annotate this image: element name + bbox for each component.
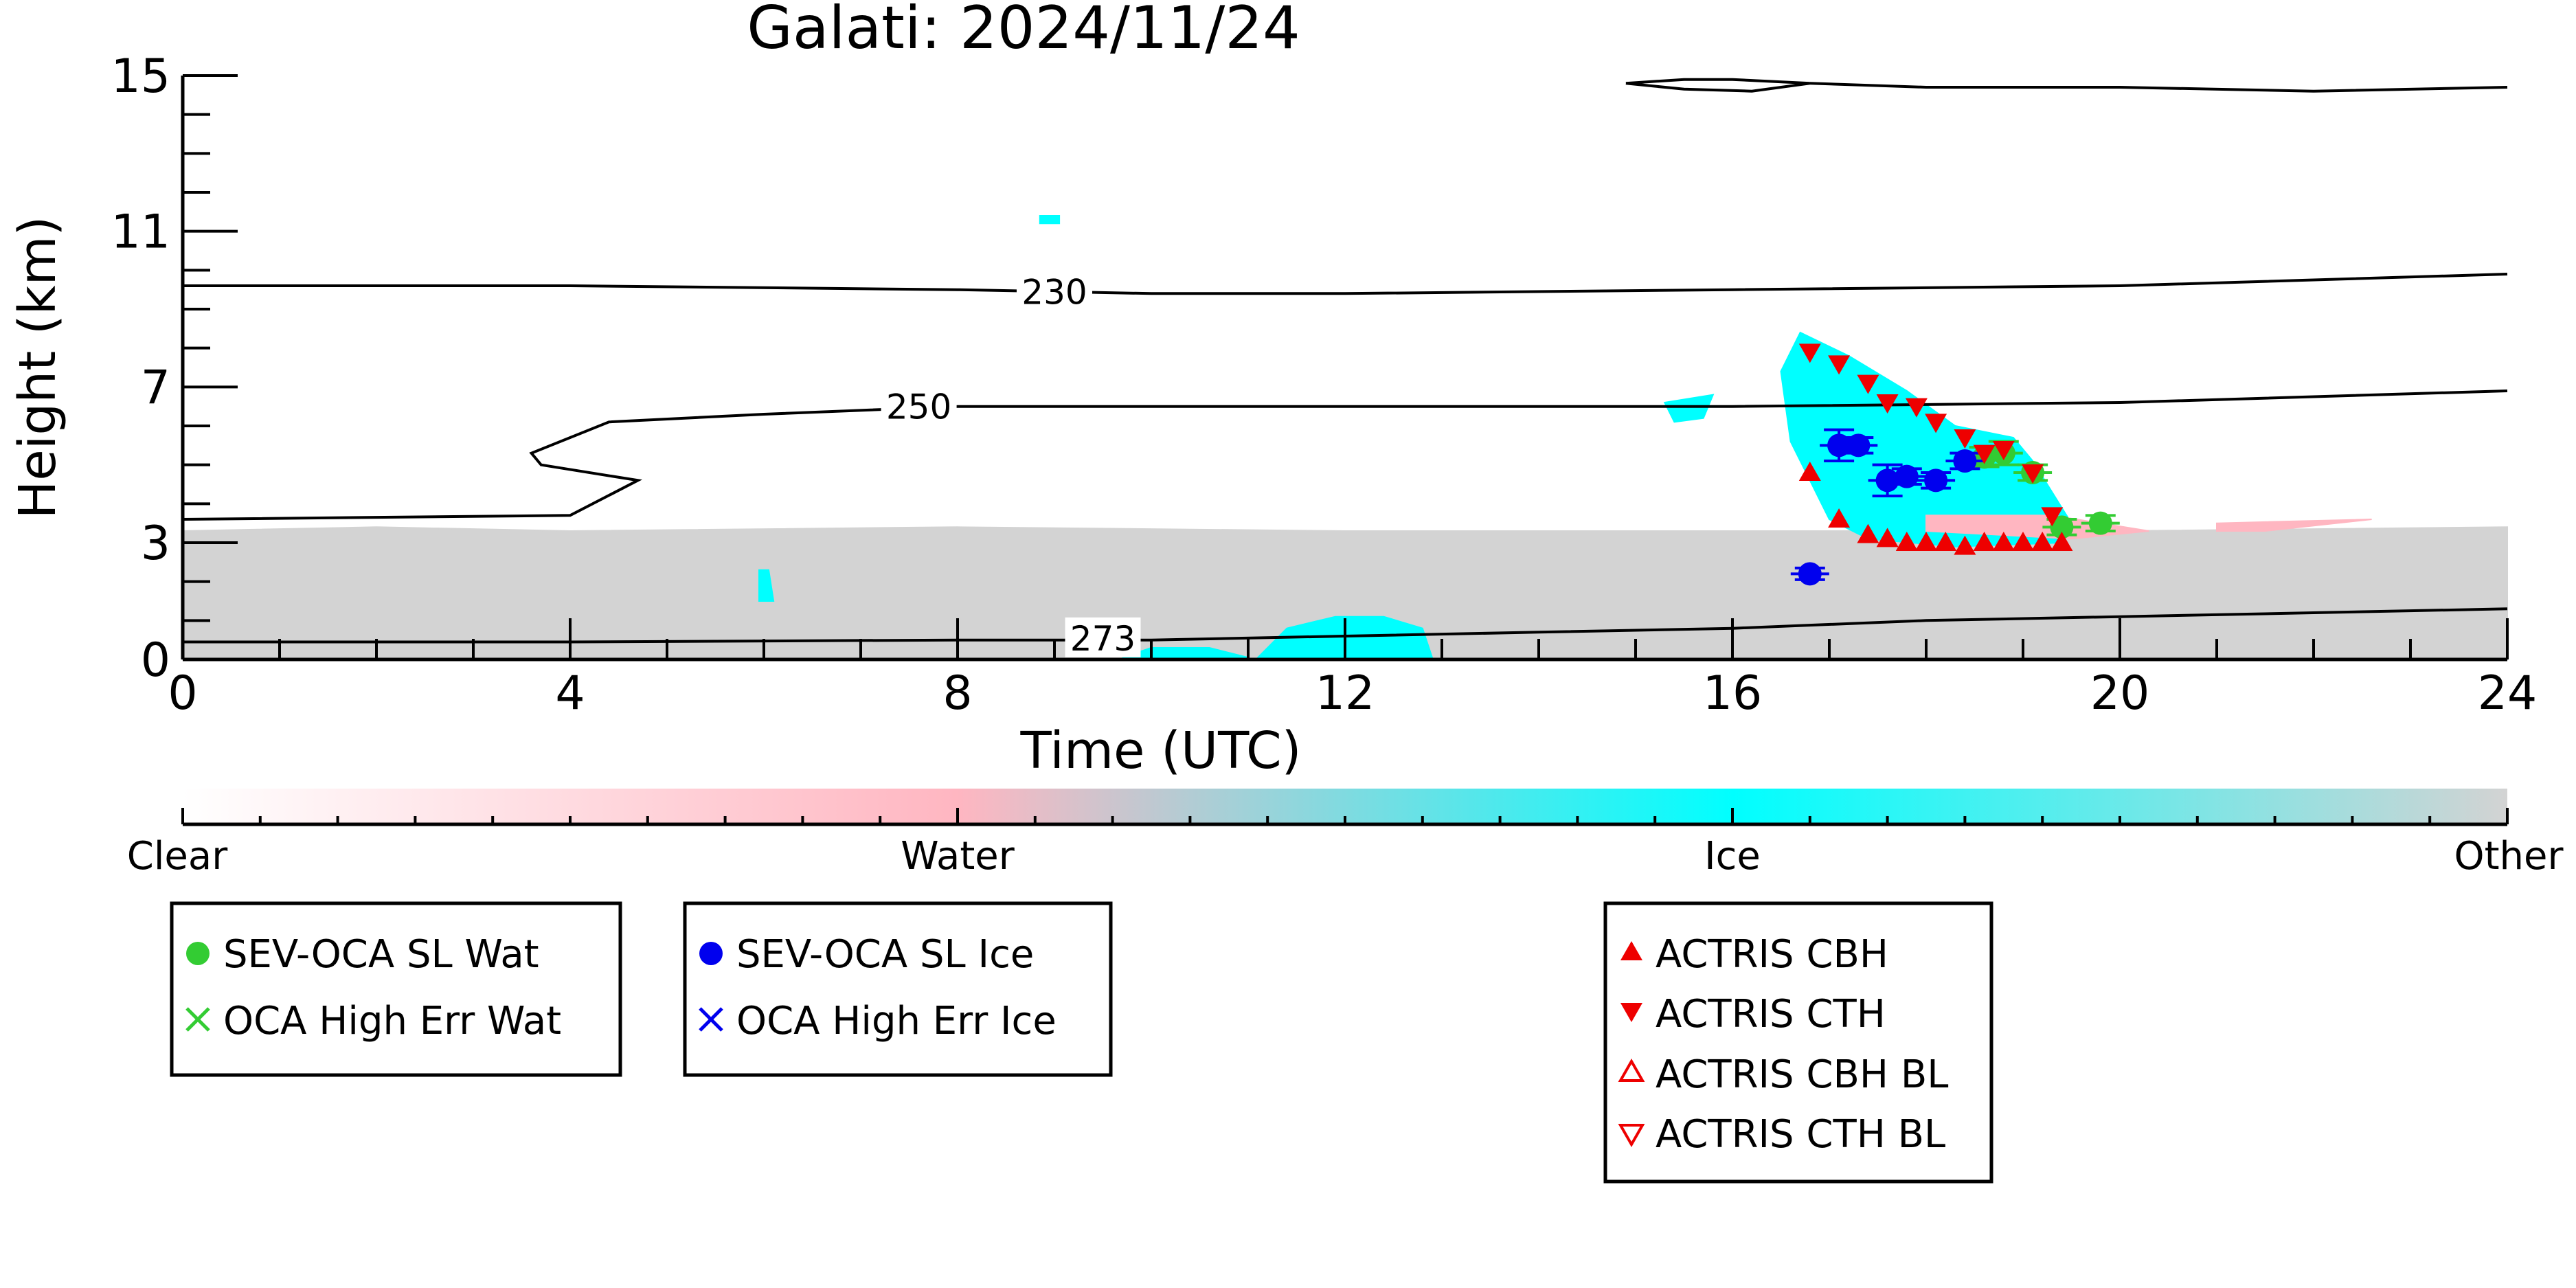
- legend-label-actris-cth-bl: ACTRIS CTH BL: [1656, 1112, 1945, 1157]
- legend-label-actris-cbh: ACTRIS CBH: [1656, 932, 1888, 977]
- colorbar-label-ice: Ice: [1704, 834, 1761, 879]
- legend-marker-actris-cth-bl: [1618, 1124, 1645, 1148]
- contour-label-bg-2: [1065, 617, 1141, 657]
- region-ice-8: [1039, 215, 1061, 225]
- colorbar-label-water: Water: [901, 834, 1015, 879]
- actris-cbh-point-6: [1934, 532, 1957, 551]
- x-tick-label-4: 4: [555, 666, 585, 721]
- legend-marker-actris-cbh: [1620, 941, 1642, 960]
- y-tick-label-11: 11: [111, 205, 170, 260]
- legend-label-sev-oca-sl-ice: SEV-OCA SL Ice: [736, 932, 1034, 977]
- x-axis-label: Time (UTC): [1019, 721, 1301, 780]
- actris-cth-point-7: [1973, 444, 1996, 464]
- sev-oca-sl-ice-point-6: [1953, 449, 1977, 473]
- y-tick-label-15: 15: [111, 49, 170, 104]
- actris-cth-point-1: [1828, 355, 1851, 375]
- actris-cth-point-6: [1954, 429, 1976, 449]
- contour-label-bg-1: [881, 385, 957, 426]
- legend-marker-sev-oca-sl-wat: [186, 942, 210, 965]
- contour-line-3: [1625, 78, 1811, 93]
- x-tick-label-16: 16: [1703, 666, 1763, 721]
- y-tick-label-0: 0: [141, 633, 170, 688]
- sev-oca-sl-ice-point-1: [1827, 433, 1851, 457]
- actris-cth-point-10: [2041, 507, 2064, 527]
- x-tick-label-8: 8: [942, 666, 972, 721]
- y-tick-label-3: 3: [141, 517, 170, 571]
- legend-marker-sev-oca-sl-ice: [699, 942, 723, 965]
- contour-label-bg-0: [1017, 271, 1092, 311]
- contour-label-250: 250: [886, 387, 951, 427]
- y-axis-label: Height (km): [8, 216, 67, 519]
- contour-line-0: [183, 273, 2508, 295]
- legend-marker-actris-cbh-bl: [1618, 1058, 1645, 1082]
- actris-cth-point-4: [1905, 398, 1928, 418]
- actris-cbh-point-4: [1895, 532, 1918, 551]
- region-ice-2: [1663, 394, 1715, 423]
- x-tick-label-24: 24: [2478, 666, 2538, 721]
- contour-line-1: [182, 389, 2508, 521]
- chart-title: Galati: 2024/11/24: [747, 0, 1300, 63]
- legend-water: SEV-OCA SL Wat OCA High Err Wat: [170, 901, 622, 1077]
- sev-oca-sl-ice-point-5: [1924, 468, 1948, 493]
- legend-ice: SEV-OCA SL Ice OCA High Err Ice: [683, 901, 1113, 1077]
- actris-cbh-point-9: [1992, 532, 2015, 551]
- legend-label-oca-high-err-ice: OCA High Err Ice: [736, 999, 1057, 1043]
- legend-label-oca-high-err-wat: OCA High Err Wat: [223, 999, 561, 1043]
- colorbar-label-clear: Clear: [127, 834, 228, 879]
- legend-marker-actris-cth: [1620, 1003, 1642, 1022]
- plot-area: 230 250 273 0 3 7 11 15 0 4 8 12 16 20 24: [111, 49, 2537, 721]
- actris-cbh-point-11: [2031, 532, 2054, 551]
- region-water-6: [2216, 519, 2372, 532]
- actris-cbh-point-5: [1915, 532, 1937, 551]
- region-other-0: [182, 526, 2508, 660]
- contour-line-2: [183, 607, 2508, 644]
- actris-cbh-point-12: [2050, 532, 2073, 551]
- sev-oca-sl-ice-point-2: [1846, 433, 1871, 457]
- actris-cth-point-0: [1798, 343, 1821, 363]
- region-ice-4: [1122, 647, 1249, 659]
- legend-label-sev-oca-sl-wat: SEV-OCA SL Wat: [223, 932, 539, 977]
- actris-cbh-point-10: [2012, 532, 2034, 551]
- region-ice-7: [758, 569, 775, 602]
- colorbar-label-other: Other: [2454, 834, 2564, 879]
- sev-oca-sl-ice-point-0: [1798, 562, 1822, 586]
- contour-label-230: 230: [1021, 273, 1087, 313]
- actris-cth-point-9: [2022, 464, 2044, 484]
- actris-cbh-point-3: [1876, 528, 1899, 547]
- actris-cbh-point-7: [1954, 535, 1976, 555]
- sev-oca-sl-ice-point-3: [1875, 468, 1899, 493]
- sev-oca-sl-wat-point-3: [2050, 515, 2074, 539]
- actris-cth-point-3: [1876, 394, 1899, 414]
- actris-cth-point-8: [1992, 441, 2015, 460]
- legend-label-actris-cth: ACTRIS CTH: [1656, 992, 1886, 1037]
- actris-cbh-point-1: [1828, 508, 1851, 528]
- x-tick-label-0: 0: [168, 666, 197, 721]
- sev-oca-sl-ice-point-4: [1895, 464, 1919, 488]
- legend-marker-oca-high-err-wat: [185, 1007, 210, 1032]
- actris-cbh-point-0: [1798, 462, 1821, 481]
- y-tick-label-7: 7: [141, 361, 170, 415]
- actris-cth-point-5: [1925, 414, 1947, 433]
- legend-label-actris-cbh-bl: ACTRIS CBH BL: [1656, 1052, 1948, 1097]
- legend-actris: ACTRIS CBH ACTRIS CTH ACTRIS CBH BL ACTR…: [1603, 901, 1993, 1184]
- legend-marker-oca-high-err-ice: [699, 1007, 723, 1032]
- x-tick-label-12: 12: [1315, 666, 1375, 721]
- actris-cth-point-2: [1857, 374, 1879, 394]
- contour-line-4: [1809, 82, 2508, 93]
- colorbar: Clear Water Ice Other: [127, 789, 2564, 879]
- sev-oca-sl-wat-point-4: [2088, 511, 2112, 535]
- x-tick-label-20: 20: [2090, 666, 2150, 721]
- region-water-5: [1925, 515, 2149, 540]
- contour-label-273: 273: [1070, 619, 1136, 659]
- actris-cbh-point-8: [1973, 532, 1996, 551]
- actris-cbh-point-2: [1857, 523, 1879, 543]
- region-ice-1: [1780, 331, 2072, 547]
